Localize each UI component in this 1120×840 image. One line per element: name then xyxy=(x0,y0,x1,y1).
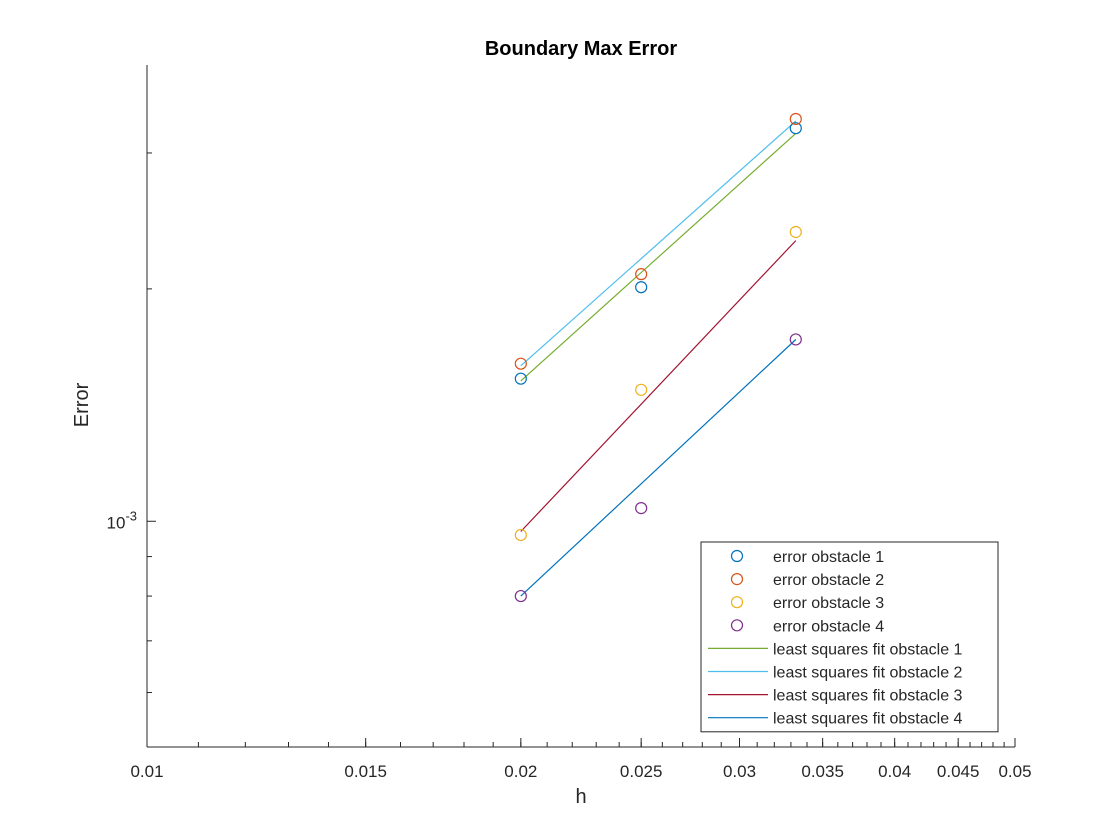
x-tick-label: 0.045 xyxy=(937,762,980,781)
x-tick-label: 0.035 xyxy=(801,762,844,781)
data-point-obstacle-1 xyxy=(635,281,648,294)
data-point-obstacle-4 xyxy=(514,589,527,603)
legend-label: least squares fit obstacle 2 xyxy=(773,665,963,682)
data-point-obstacle-1 xyxy=(514,372,527,385)
data-point-obstacle-2 xyxy=(635,268,648,281)
fit-line-obstacle-2 xyxy=(520,120,797,367)
legend-marker xyxy=(730,619,744,632)
data-point-obstacle-4 xyxy=(635,502,648,515)
legend-label: least squares fit obstacle 4 xyxy=(773,711,963,728)
data-point-obstacle-2 xyxy=(789,112,802,126)
x-tick-label: 0.03 xyxy=(723,762,756,781)
legend-marker xyxy=(730,572,744,586)
legend-label: least squares fit obstacle 1 xyxy=(773,641,963,658)
legend-label: error obstacle 4 xyxy=(773,618,884,635)
legend-marker xyxy=(730,596,744,609)
x-tick-label: 0.015 xyxy=(344,762,387,781)
y-axis-label: Error xyxy=(71,382,93,427)
x-tick-label: 0.02 xyxy=(504,762,537,781)
x-tick-label: 0.04 xyxy=(878,762,911,781)
fit-line-obstacle-4 xyxy=(520,339,797,597)
legend-label: error obstacle 1 xyxy=(773,549,884,566)
legend-box xyxy=(700,541,999,733)
y-axis-ticks: 10-3 xyxy=(107,152,156,694)
legend-marker xyxy=(730,549,744,563)
legend-label: error obstacle 3 xyxy=(773,595,884,612)
y-tick-exponent: -3 xyxy=(125,508,137,523)
x-tick-label: 0.05 xyxy=(998,762,1031,781)
plot-frame xyxy=(146,65,1015,748)
y-tick-base: 10 xyxy=(107,513,126,532)
x-axis-label: h xyxy=(575,786,586,808)
x-tick-label: 0.01 xyxy=(130,762,163,781)
chart-title: Boundary Max Error xyxy=(485,38,677,60)
data-point-obstacle-2 xyxy=(514,357,527,370)
legend-label: least squares fit obstacle 3 xyxy=(773,688,963,705)
y-tick-label: 10-3 xyxy=(107,508,137,532)
data-point-obstacle-3 xyxy=(789,225,802,239)
data-point-obstacle-4 xyxy=(789,333,802,346)
x-tick-label: 0.025 xyxy=(620,762,663,781)
series-layer xyxy=(514,112,802,603)
data-point-obstacle-3 xyxy=(514,528,527,542)
fit-line-obstacle-3 xyxy=(520,240,797,532)
legend: error obstacle 1 error obstacle 2 error ob… xyxy=(700,541,999,733)
data-point-obstacle-1 xyxy=(789,122,802,135)
x-axis-ticks: 0.01 0.015 0.02 0.025 0.03 0.035 0.04 0.045 0.05 xyxy=(130,738,1032,781)
data-point-obstacle-3 xyxy=(635,383,648,396)
legend-label: error obstacle 2 xyxy=(773,572,884,589)
fit-line-obstacle-1 xyxy=(520,132,797,382)
